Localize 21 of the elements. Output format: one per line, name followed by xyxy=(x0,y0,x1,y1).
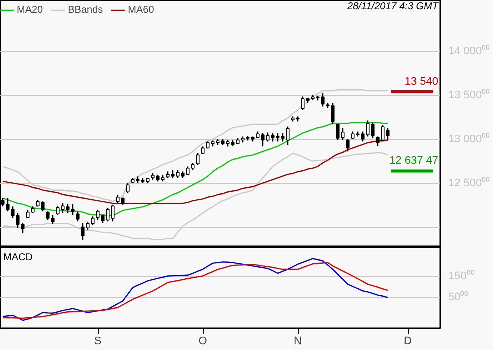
annotation: 28/11/2017 4:3 GMT xyxy=(346,2,440,12)
ref-line-label: 13 540 xyxy=(404,76,439,88)
candlestick xyxy=(76,211,80,222)
y-tick-label: 14 000⁰⁰ xyxy=(448,44,490,58)
legend-label: MA60 xyxy=(128,4,154,16)
y-tick-label: 13 500⁰⁰ xyxy=(448,88,490,102)
candlestick xyxy=(196,152,200,166)
ref-line-label: 12 637 47 xyxy=(390,155,438,168)
x-tick-label: N xyxy=(294,336,302,348)
y-tick-label: 12 500⁰⁰ xyxy=(448,176,490,190)
y-tick-label: 50⁰⁰ xyxy=(448,290,469,304)
y-tick-label: 13 000⁰⁰ xyxy=(448,132,490,146)
candlestick xyxy=(346,138,350,152)
text: MACD xyxy=(4,252,33,264)
x-tick-label: O xyxy=(198,336,208,348)
x-tick-label: S xyxy=(94,336,102,348)
x-tick-label: D xyxy=(404,336,412,348)
legend-label: MA20 xyxy=(17,4,44,16)
y-tick-label: 150⁰⁰ xyxy=(448,269,475,282)
candlestick xyxy=(126,182,130,194)
legend-label: BBands xyxy=(68,4,104,16)
